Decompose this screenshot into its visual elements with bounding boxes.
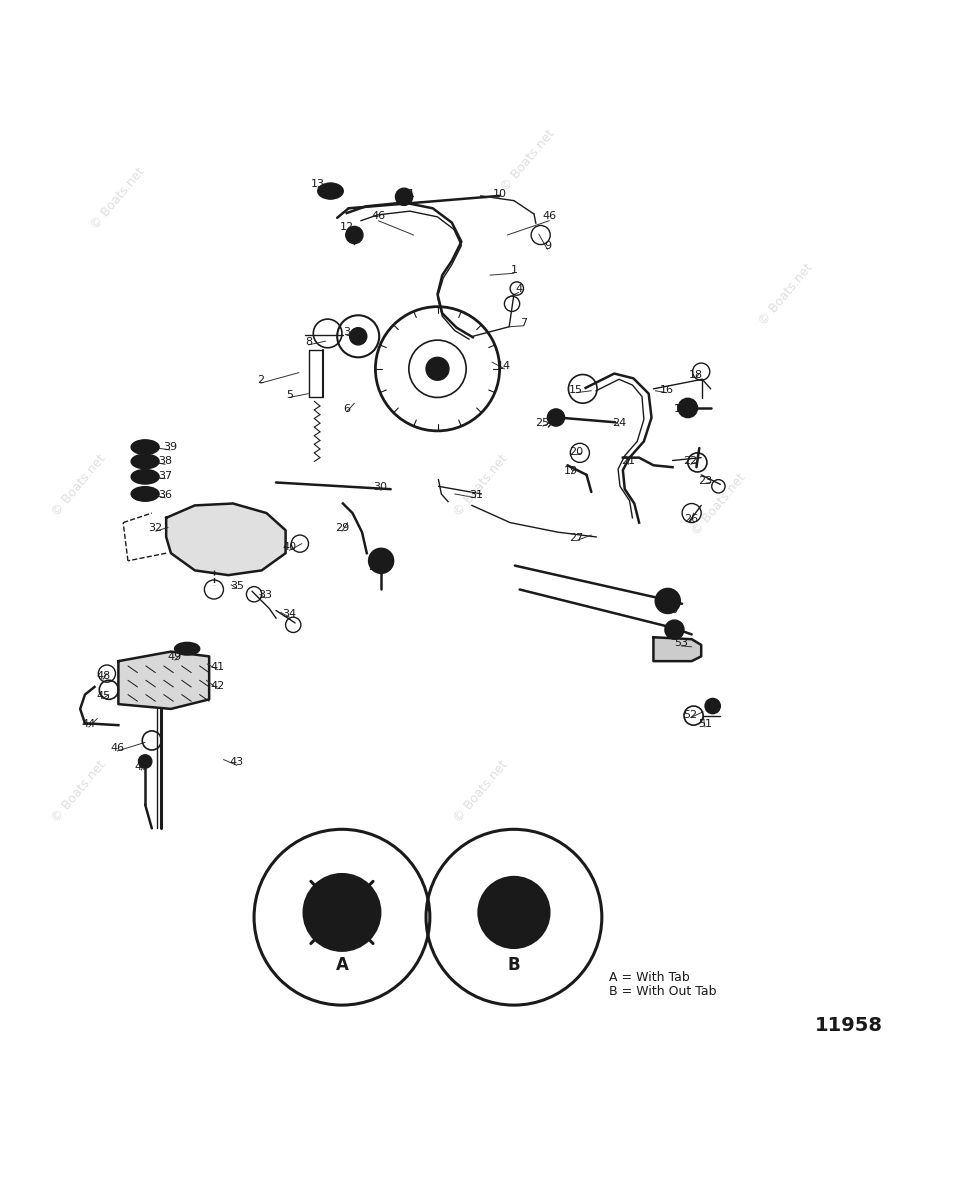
Circle shape [138,440,152,454]
Polygon shape [653,637,702,661]
Text: B: B [507,956,520,974]
Text: 5: 5 [286,390,293,400]
Text: 46: 46 [371,211,385,221]
Text: 28: 28 [368,562,382,571]
Circle shape [304,875,381,950]
Text: 35: 35 [230,581,244,590]
Text: 29: 29 [334,523,349,533]
Text: 42: 42 [210,680,225,691]
Text: 2: 2 [258,376,264,385]
Text: 16: 16 [660,385,674,395]
Text: 40: 40 [283,542,297,552]
Text: © Boats.net: © Boats.net [499,127,557,194]
Text: 7: 7 [520,318,527,328]
Text: A: A [335,956,349,974]
Polygon shape [118,652,209,709]
Text: © Boats.net: © Boats.net [50,757,109,824]
Text: 52: 52 [683,709,698,720]
Text: 6: 6 [343,404,350,414]
Text: 33: 33 [259,590,273,600]
Circle shape [396,188,412,205]
Text: 47: 47 [135,762,148,773]
Text: 3: 3 [343,328,350,337]
Circle shape [350,328,367,344]
Text: 44: 44 [82,719,96,730]
Text: 27: 27 [569,533,583,542]
Circle shape [479,877,550,948]
Text: 4: 4 [515,284,522,294]
Text: © Boats.net: © Boats.net [690,472,749,538]
Text: © Boats.net: © Boats.net [87,166,147,232]
Text: 38: 38 [159,456,172,467]
Text: 26: 26 [683,514,698,523]
Text: 48: 48 [96,672,111,682]
Text: © Boats.net: © Boats.net [50,452,109,518]
Text: 30: 30 [373,482,387,492]
Text: 11: 11 [402,188,416,199]
Circle shape [705,698,721,714]
Text: 21: 21 [622,456,635,467]
Circle shape [426,358,449,380]
Text: 34: 34 [283,610,297,619]
Text: 32: 32 [149,523,162,533]
Text: 39: 39 [163,442,177,452]
Text: 10: 10 [493,188,506,199]
Circle shape [655,588,680,613]
Text: 37: 37 [159,470,172,481]
Text: © Boats.net: © Boats.net [451,757,510,824]
Text: 49: 49 [167,653,182,662]
Text: 1: 1 [510,265,517,275]
Circle shape [548,409,564,426]
Text: 46: 46 [542,211,556,221]
Circle shape [138,470,152,484]
Text: 24: 24 [612,419,627,428]
Text: 53: 53 [675,638,688,648]
Text: 43: 43 [230,757,244,768]
Text: 23: 23 [698,475,712,486]
Text: 12: 12 [339,222,354,233]
Circle shape [369,548,394,574]
Circle shape [138,755,152,768]
Text: © Boats.net: © Boats.net [451,452,510,518]
Circle shape [138,487,152,500]
Text: 22: 22 [683,456,698,467]
Polygon shape [166,504,285,575]
Circle shape [665,620,684,640]
Text: 13: 13 [311,179,325,190]
Text: 8: 8 [305,337,312,347]
Circle shape [138,455,152,468]
Text: 9: 9 [544,241,551,252]
Text: © Boats.net: © Boats.net [756,260,816,328]
Text: 31: 31 [469,490,482,500]
Circle shape [678,398,698,418]
Text: 20: 20 [569,446,583,457]
Text: B = With Out Tab: B = With Out Tab [609,985,717,998]
Text: 36: 36 [159,490,172,500]
Text: 50: 50 [665,605,678,614]
Text: 19: 19 [564,466,579,476]
Text: 46: 46 [111,743,125,754]
Circle shape [323,184,338,199]
Ellipse shape [132,455,159,469]
Ellipse shape [132,487,159,502]
Text: 15: 15 [569,385,583,395]
Ellipse shape [132,469,159,484]
Text: 14: 14 [498,361,511,371]
Ellipse shape [175,642,200,655]
Text: 45: 45 [96,690,111,701]
Circle shape [321,892,363,934]
Text: 25: 25 [535,419,550,428]
Circle shape [495,893,533,931]
Circle shape [346,227,363,244]
Text: 41: 41 [210,662,225,672]
Ellipse shape [318,184,343,199]
Text: A = With Tab: A = With Tab [609,971,690,984]
Text: 17: 17 [674,404,688,414]
Text: 11958: 11958 [814,1015,882,1034]
Text: 18: 18 [688,371,702,380]
Text: 51: 51 [698,719,712,730]
Ellipse shape [132,440,159,455]
